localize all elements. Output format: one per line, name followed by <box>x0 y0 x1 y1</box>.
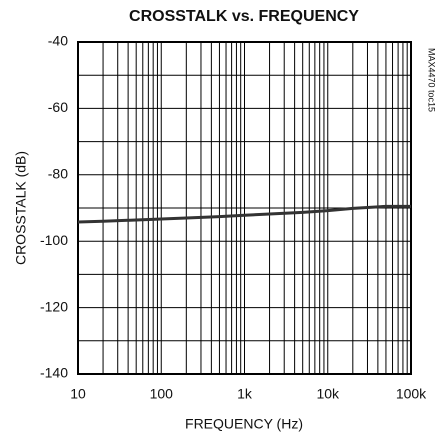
x-axis-label: FREQUENCY (Hz) <box>185 416 303 432</box>
chart-title: CROSSTALK vs. FREQUENCY <box>129 8 359 25</box>
y-tick-label: -120 <box>40 298 68 314</box>
plot-frame <box>77 41 412 375</box>
x-tick-label: 1k <box>237 386 253 402</box>
data-line <box>77 204 411 224</box>
y-tick-label: -100 <box>40 232 68 248</box>
x-tick-label: 10k <box>316 386 340 402</box>
x-tick-label: 100 <box>150 386 174 402</box>
y-tick-label: -40 <box>48 33 68 49</box>
x-tick-label: 100k <box>396 386 427 402</box>
y-tick-label: -140 <box>40 365 68 381</box>
y-tick-label: -80 <box>48 166 68 182</box>
y-axis-label: CROSSTALK (dB) <box>13 151 29 265</box>
x-tick-label: 10 <box>70 386 86 402</box>
y-tick-label: -60 <box>48 99 68 115</box>
annotation: MAX4470 toc15 <box>427 48 437 112</box>
